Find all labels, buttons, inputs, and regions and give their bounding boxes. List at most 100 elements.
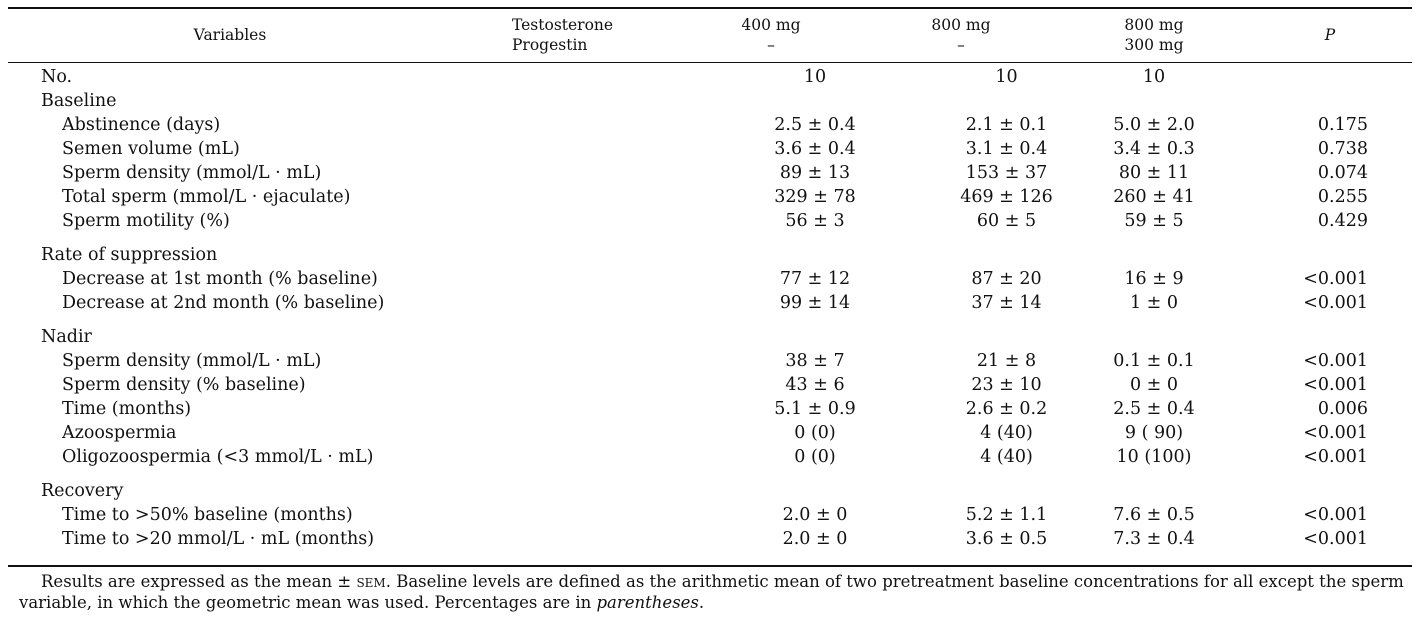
value-400mg: 0 (0) xyxy=(794,423,836,443)
value-400mg: 89 ± 13 xyxy=(779,163,851,183)
value-400mg: 38 ± 7 xyxy=(785,351,845,371)
p-value: 0.074 xyxy=(1317,163,1368,183)
row-label: Semen volume (mL) xyxy=(62,139,240,159)
p-value: <0.001 xyxy=(1303,423,1368,443)
value-800mg-300mg: 0 ± 0 xyxy=(1129,375,1179,395)
header-rule xyxy=(8,62,1412,63)
value-800mg xyxy=(910,325,1103,349)
value-800mg: 23 ± 10 xyxy=(971,375,1042,395)
value-800mg: 37 ± 14 xyxy=(971,293,1042,313)
value-800mg-300mg: 5.0 ± 2.0 xyxy=(1113,115,1195,135)
section-row: Baseline xyxy=(0,89,1400,113)
value-400mg: 56 ± 3 xyxy=(785,211,845,231)
header-group-labels: Testosterone Progestin xyxy=(512,15,632,55)
header-col1-line1: 400 mg xyxy=(741,16,801,34)
row-label: No. xyxy=(41,67,73,87)
table-row: Sperm density (% baseline) 43 ± 6 23 ± 10 0… xyxy=(0,373,1400,397)
row-label: Decrease at 2nd month (% baseline) xyxy=(62,293,385,313)
header-col3-line2: 300 mg xyxy=(1124,36,1184,54)
table-row: Semen volume (mL) 3.6 ± 0.4 3.1 ± 0.4 3.4 ±… xyxy=(0,137,1400,161)
table-row: Total sperm (mmol/L · ejaculate) 329 ± 78… xyxy=(0,185,1400,209)
row-label: Sperm motility (%) xyxy=(62,211,230,231)
header-testosterone: Testosterone xyxy=(512,16,614,34)
value-800mg: 60 ± 5 xyxy=(976,211,1037,231)
spacer-cell xyxy=(0,233,1400,243)
header-col-800mg-300mg: 800 mg 300 mg xyxy=(1103,15,1205,55)
value-800mg: 2.6 ± 0.2 xyxy=(965,399,1048,419)
row-label: Recovery xyxy=(41,481,124,501)
p-value: 0.175 xyxy=(1317,115,1368,135)
footnote-italic: parentheses xyxy=(596,593,699,612)
footnote-sem: sem xyxy=(356,572,386,591)
value-800mg-300mg: 260 ± 41 xyxy=(1113,187,1195,207)
row-label: Nadir xyxy=(41,327,92,347)
header-p-value: P xyxy=(1324,26,1336,44)
row-label: Baseline xyxy=(41,91,117,111)
table-footnote: Results are expressed as the mean ± sem.… xyxy=(19,571,1414,613)
value-800mg-300mg: 10 (100) xyxy=(1116,447,1192,467)
header-col3-line1: 800 mg xyxy=(1124,16,1184,34)
table-row: Azoospermia 0 (0) 4 (40) 9 ( 90) <0.001 xyxy=(0,421,1400,445)
section-row: Nadir xyxy=(0,325,1400,349)
value-800mg: 4 (40) xyxy=(980,423,1033,443)
p-value xyxy=(1205,325,1400,349)
value-800mg-300mg: 80 ± 11 xyxy=(1118,163,1190,183)
value-800mg-300mg: 7.3 ± 0.4 xyxy=(1113,529,1195,549)
value-800mg-300mg: 10 xyxy=(1142,67,1166,87)
p-value: <0.001 xyxy=(1303,447,1368,467)
spacer-row xyxy=(0,233,1400,243)
value-800mg: 3.1 ± 0.4 xyxy=(965,139,1048,159)
results-body: No. 10 10 10 Baseline Abstinence (days) 2.5 ± … xyxy=(0,65,1400,551)
row-label: Time to >20 mmol/L · mL (months) xyxy=(62,529,375,549)
p-value: <0.001 xyxy=(1303,529,1368,549)
p-value: 0.429 xyxy=(1317,211,1368,231)
table-row: Sperm density (mmol/L · mL) 89 ± 13 153 ± … xyxy=(0,161,1400,185)
value-800mg: 21 ± 8 xyxy=(976,351,1037,371)
value-800mg-300mg: 0.1 ± 0.1 xyxy=(1113,351,1195,371)
footnote-text-1: Results are expressed as the mean ± xyxy=(41,572,357,591)
p-value xyxy=(1205,243,1400,267)
p-value: 0.738 xyxy=(1317,139,1368,159)
value-800mg-300mg xyxy=(1103,243,1205,267)
value-400mg: 329 ± 78 xyxy=(774,187,856,207)
table-row: Decrease at 1st month (% baseline) 77 ± 1… xyxy=(0,267,1400,291)
p-value xyxy=(1205,89,1400,113)
row-label: Total sperm (mmol/L · ejaculate) xyxy=(62,187,351,207)
row-label: Time (months) xyxy=(62,399,192,419)
table-row: Time to >50% baseline (months) 2.0 ± 0 5.2… xyxy=(0,503,1400,527)
bottom-rule xyxy=(8,565,1412,567)
header-progestin: Progestin xyxy=(512,36,588,54)
value-400mg: 5.1 ± 0.9 xyxy=(774,399,856,419)
p-value: <0.001 xyxy=(1303,375,1368,395)
table-row: Oligozoospermia (<3 mmol/L · mL) 0 (0) 4 (… xyxy=(0,445,1400,469)
p-value: <0.001 xyxy=(1303,351,1368,371)
p-value: 0.255 xyxy=(1317,187,1368,207)
row-label: Sperm density (mmol/L · mL) xyxy=(62,163,322,183)
header-col1-line2: – xyxy=(767,36,775,54)
value-400mg: 10 xyxy=(803,67,827,87)
value-800mg: 153 ± 37 xyxy=(965,163,1048,183)
value-800mg: 3.6 ± 0.5 xyxy=(965,529,1048,549)
table-row: Decrease at 2nd month (% baseline) 99 ± 1… xyxy=(0,291,1400,315)
row-label: Time to >50% baseline (months) xyxy=(62,505,353,525)
results-table: No. 10 10 10 Baseline Abstinence (days) 2.5 ± … xyxy=(0,65,1400,551)
footnote-text-2: . Baseline levels are defined as the ari… xyxy=(19,572,1404,612)
footnote-text-3: . xyxy=(698,593,705,612)
p-value xyxy=(1205,65,1400,89)
row-label: Decrease at 1st month (% baseline) xyxy=(62,269,378,289)
header-col2-line1: 800 mg xyxy=(931,16,991,34)
value-800mg-300mg: 59 ± 5 xyxy=(1124,211,1184,231)
row-label: Sperm density (mmol/L · mL) xyxy=(62,351,322,371)
header-col2-line2: – xyxy=(957,36,965,54)
value-400mg xyxy=(720,479,910,503)
value-800mg-300mg xyxy=(1103,89,1205,113)
value-400mg: 2.0 ± 0 xyxy=(782,505,848,525)
spacer-cell xyxy=(0,315,1400,325)
value-800mg-300mg: 2.5 ± 0.4 xyxy=(1113,399,1195,419)
value-800mg xyxy=(910,243,1103,267)
value-400mg: 0 (0) xyxy=(794,447,836,467)
row-label: Rate of suppression xyxy=(41,245,218,265)
spacer-cell xyxy=(0,469,1400,479)
value-800mg: 10 xyxy=(995,67,1018,87)
value-400mg: 43 ± 6 xyxy=(785,375,845,395)
